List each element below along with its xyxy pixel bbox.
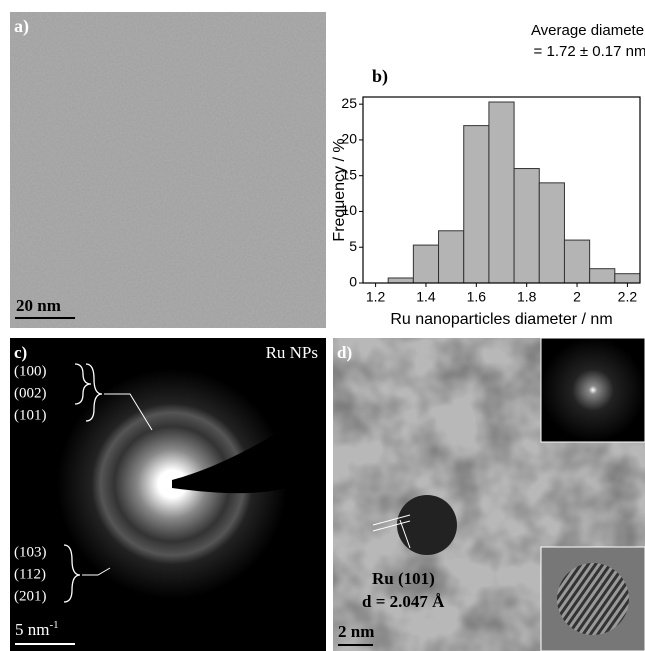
scale-label: 20 nm (16, 296, 61, 315)
brace (74, 363, 103, 422)
chart-subtitle: = 1.72 ± 0.17 nm (534, 43, 645, 60)
x-tick-label: 1.6 (467, 289, 487, 305)
x-tick-label: 1.2 (366, 289, 386, 305)
scale-exponent: -1 (49, 619, 58, 631)
panel-label: c) (14, 343, 27, 362)
panel-d: d) Ru (101) d = 2.047 Å 2 nm (333, 337, 645, 651)
x-tick-label: 2 (573, 289, 581, 305)
chart-title: Average diameter (531, 22, 645, 39)
y-tick-label: 0 (349, 274, 357, 290)
pointer (82, 567, 111, 576)
panel-a: a) 20 nm (10, 12, 326, 328)
panel-c: c) Ru NPs (100) (002) (101) (103) (112) … (10, 338, 326, 651)
x-tick-label: 1.4 (416, 289, 436, 305)
particle (397, 495, 457, 555)
x-tick-label: 2.2 (618, 289, 638, 305)
plane-index: (101) (14, 407, 47, 423)
bar (563, 239, 591, 284)
x-axis-label: Ru nanoparticles diameter / nm (390, 311, 612, 328)
bar (387, 277, 414, 284)
pointer (104, 393, 153, 431)
scale-label: 5 nm-1 (15, 619, 59, 639)
scale-text: 5 nm (15, 620, 49, 639)
y-tick-label: 25 (341, 95, 357, 111)
bar (412, 244, 440, 284)
y-axis-label: Frequency / % (331, 138, 348, 241)
plane-index: (002) (14, 385, 47, 401)
brace (63, 544, 81, 603)
panel-label: b) (372, 66, 388, 87)
bar (488, 101, 515, 284)
panel-label: a) (14, 16, 29, 37)
bar (463, 125, 490, 284)
fringe-marker (372, 514, 411, 526)
fringe-marker (399, 519, 411, 549)
y-tick-label: 15 (341, 166, 357, 182)
y-tick-label: 20 (341, 131, 357, 147)
plane-index: (112) (14, 566, 46, 582)
fringe-marker (372, 520, 411, 532)
plot-frame (362, 96, 641, 284)
bar (589, 268, 616, 284)
plane-index: (201) (14, 588, 47, 604)
filtered-lattice (557, 563, 629, 635)
x-tick-label: 1.8 (517, 289, 537, 305)
plane-index: (103) (14, 544, 47, 560)
scale-label: 2 nm (338, 622, 374, 641)
bar (438, 230, 465, 284)
spacing-label: d = 2.047 Å (362, 592, 445, 611)
fft-inset (540, 337, 645, 443)
micrograph-texture (10, 12, 326, 328)
bar (614, 273, 641, 284)
y-tick-label: 10 (341, 202, 357, 218)
y-tick-label: 5 (349, 238, 357, 254)
beam-stop (172, 421, 318, 494)
plane-label: Ru (101) (372, 569, 435, 588)
bar (513, 168, 540, 284)
panel-b: Average diameter = 1.72 ± 0.17 nm b) 0 5 10 15… (331, 22, 645, 328)
bar (538, 182, 565, 284)
panel-title: Ru NPs (266, 343, 318, 362)
plane-index: (100) (14, 363, 47, 379)
panel-label: d) (337, 343, 352, 362)
